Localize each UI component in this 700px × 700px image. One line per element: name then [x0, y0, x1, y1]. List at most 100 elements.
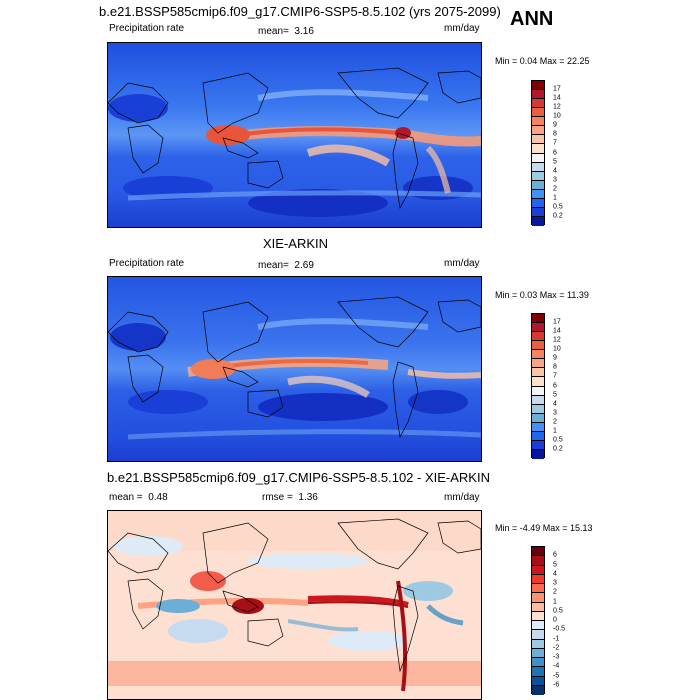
colorbar-segment — [532, 556, 544, 566]
colorbar-segment — [532, 565, 544, 575]
panel3-rmse-value: 1.36 — [298, 492, 318, 503]
colorbar-tick-label: 1 — [553, 598, 557, 605]
panel1-map-svg — [108, 43, 481, 227]
colorbar-tick-label: 4 — [553, 400, 557, 408]
season-label: ANN — [510, 8, 554, 30]
colorbar-tick-label: 6 — [553, 551, 557, 559]
colorbar-segment — [532, 667, 544, 677]
colorbar-tick-label: 0.5 — [553, 436, 563, 444]
colorbar-tick-label: 5 — [553, 391, 557, 399]
colorbar-segment — [532, 189, 544, 199]
colorbar-segment — [532, 413, 544, 423]
coastlines — [108, 296, 481, 439]
colorbar-tick-label: -3 — [553, 653, 560, 661]
colorbar-segment — [532, 621, 544, 631]
coastlines — [108, 67, 481, 210]
colorbar-segment — [532, 180, 544, 190]
colorbar-segment — [532, 574, 544, 584]
panel1-mean-value: 3.16 — [294, 26, 314, 37]
colorbar-segment — [532, 449, 544, 459]
colorbar-tick-label: -5 — [553, 672, 560, 679]
dry-region — [258, 393, 388, 421]
colorbar-segment — [532, 323, 544, 333]
colorbar-segment — [532, 368, 544, 378]
colorbar-tick-label: 0.2 — [553, 212, 563, 220]
panel2-minmax: Min = 0.03 Max = 11.39 — [495, 290, 589, 300]
colorbar-segment — [532, 404, 544, 414]
colorbar-tick-label: 0.5 — [553, 607, 563, 615]
colorbar-tick-label: 17 — [553, 85, 561, 93]
colorbar-segment — [532, 648, 544, 658]
panel2-colorbar-segments — [532, 314, 544, 459]
colorbar-segment — [532, 153, 544, 163]
colorbar-segment — [532, 350, 544, 360]
panel2-map — [107, 276, 482, 462]
colorbar-tick-label: 9 — [553, 121, 557, 129]
positive-region — [190, 571, 226, 591]
colorbar-tick-label: 10 — [553, 345, 561, 353]
colorbar-tick-label: 3 — [553, 409, 557, 417]
colorbar-segment — [532, 422, 544, 432]
colorbar-tick-label: 2 — [553, 418, 557, 426]
colorbar-segment — [532, 171, 544, 181]
colorbar-segment — [532, 685, 544, 695]
colorbar-segment — [532, 602, 544, 612]
wet-region — [191, 359, 235, 379]
panel3-units: mm/day — [444, 492, 480, 503]
negative-region — [156, 599, 200, 613]
page-title: b.e21.BSSP585cmip6.f09_g17.CMIP6-SSP5-8.… — [99, 4, 501, 19]
wet-region — [206, 125, 250, 145]
panel1-colorbar — [531, 80, 545, 226]
coastlines — [108, 518, 481, 673]
colorbar-tick-label: 0.2 — [553, 445, 563, 453]
colorbar-segment — [532, 440, 544, 450]
dry-region — [248, 189, 388, 217]
panel1-minmax: Min = 0.04 Max = 22.25 — [495, 56, 590, 66]
colorbar-segment — [532, 332, 544, 342]
panel2-mean-label: mean= 2.69 — [258, 260, 314, 271]
colorbar-tick-label: 14 — [553, 327, 561, 335]
colorbar-segment — [532, 611, 544, 621]
colorbar-tick-label: 10 — [553, 112, 561, 120]
panel1-variable-label: Precipitation rate — [109, 23, 185, 34]
colorbar-tick-label: 17 — [553, 318, 561, 326]
colorbar-tick-label: 8 — [553, 363, 557, 371]
colorbar-segment — [532, 431, 544, 441]
colorbar-tick-label: 12 — [553, 336, 561, 344]
negative-region — [168, 619, 228, 643]
colorbar-tick-label: 8 — [553, 130, 557, 138]
colorbar-segment — [532, 99, 544, 109]
negative-region — [248, 553, 368, 569]
colorbar-tick-label: -6 — [553, 681, 560, 689]
panel3-mean-label: mean = 0.48 — [109, 492, 168, 503]
colorbar-tick-label: 1 — [553, 427, 557, 435]
colorbar-segment — [532, 216, 544, 226]
colorbar-tick-label: -2 — [553, 644, 560, 652]
colorbar-tick-label: -1 — [553, 635, 560, 642]
panel3-colorbar-segments — [532, 547, 544, 695]
panel1-map — [107, 42, 482, 228]
panel2-colorbar — [531, 313, 545, 459]
panel3-colorbar — [531, 546, 545, 695]
colorbar-segment — [532, 162, 544, 172]
colorbar-tick-label: -0.5 — [553, 625, 566, 633]
positive-region — [232, 598, 264, 614]
panel3-title: b.e21.BSSP585cmip6.f09_g17.CMIP6-SSP5-8.… — [107, 470, 490, 485]
negative-region — [403, 581, 453, 601]
colorbar-tick-label: 4 — [553, 570, 557, 578]
colorbar-segment — [532, 126, 544, 136]
colorbar-segment — [532, 584, 544, 594]
colorbar-segment — [532, 314, 544, 324]
panel1-mean-label: mean= 3.16 — [258, 26, 314, 37]
colorbar-segment — [532, 207, 544, 217]
colorbar-segment — [532, 676, 544, 686]
colorbar-segment — [532, 135, 544, 145]
colorbar-tick-label: 1 — [553, 194, 557, 202]
panel3-rmse-label: rmse = 1.36 — [262, 492, 318, 503]
colorbar-segment — [532, 658, 544, 668]
colorbar-tick-label: 7 — [553, 372, 557, 380]
colorbar-tick-label: 9 — [553, 354, 557, 362]
dry-region — [110, 323, 166, 351]
colorbar-tick-label: 3 — [553, 176, 557, 184]
panel2-map-svg — [108, 277, 481, 461]
